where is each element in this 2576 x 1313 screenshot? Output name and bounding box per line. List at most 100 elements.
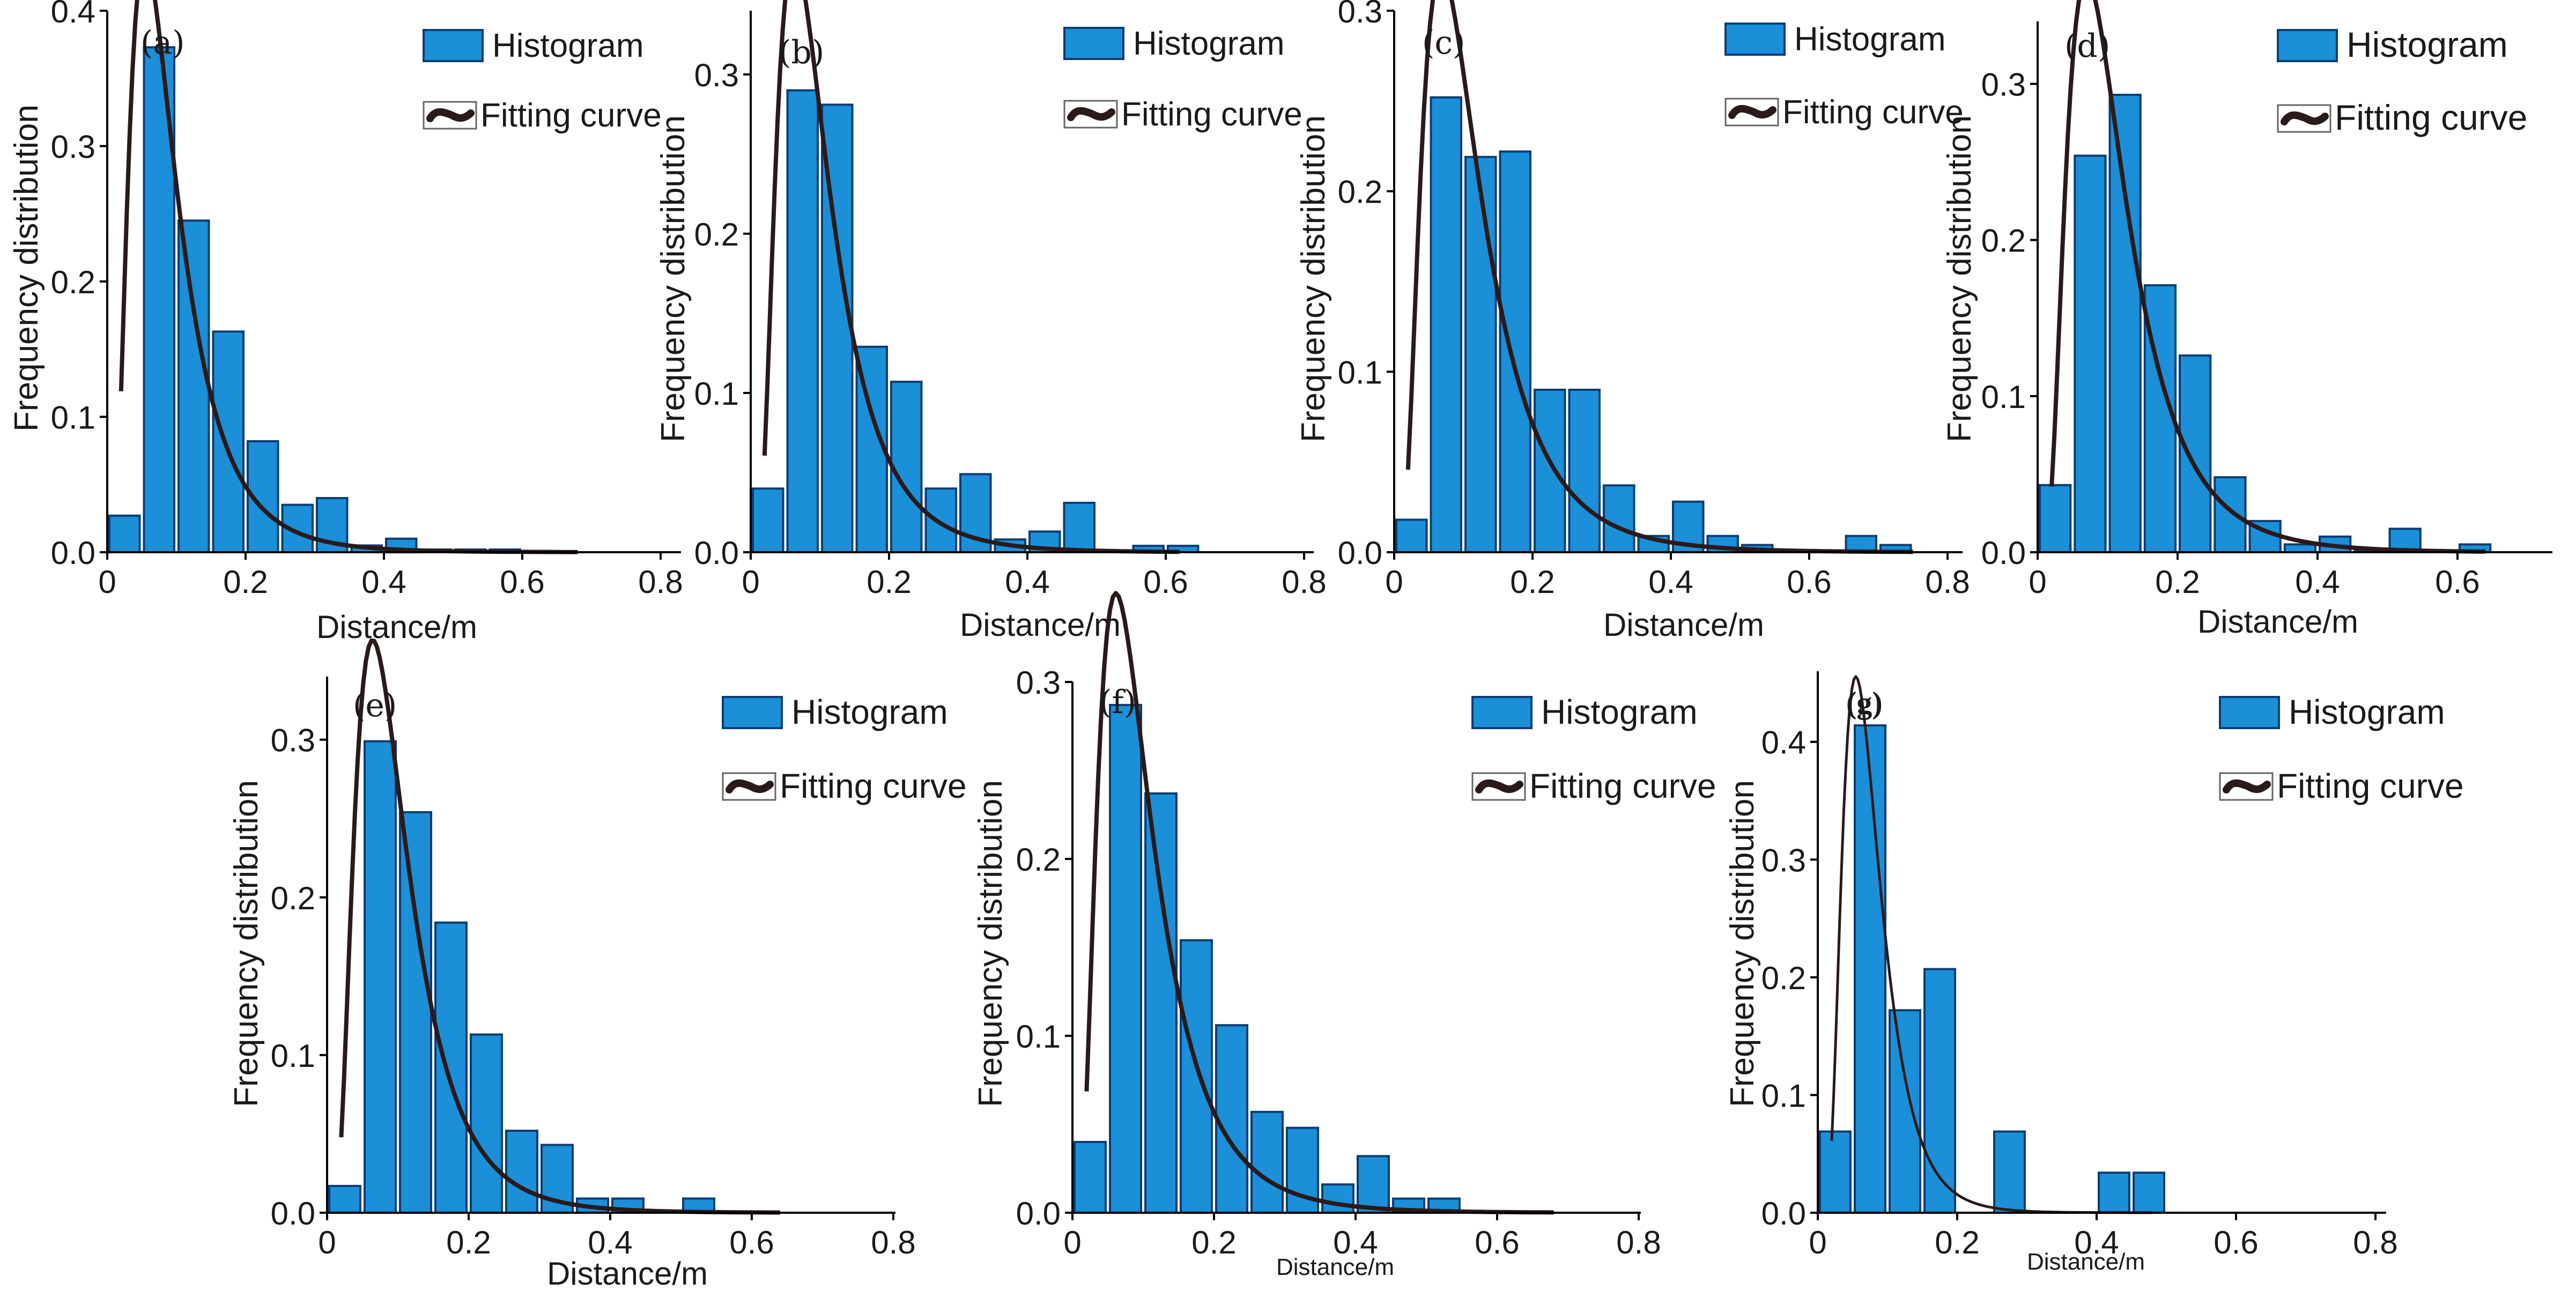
histogram-bar	[2098, 1171, 2130, 1214]
chart-panel-d: 0 0.2 0.4 0.6 0.0 0.1 0.2 0.3 Distance/m Frequenc…	[1941, 0, 2552, 640]
y-tick-label: 0.0	[271, 1196, 315, 1232]
y-tick-label: 0.3	[271, 723, 315, 759]
x-tick-label: 0.2	[1510, 564, 1555, 600]
histogram-bar	[2039, 484, 2072, 553]
panel-label: (g)	[1846, 685, 1883, 720]
histogram-bar	[1568, 389, 1601, 553]
panel-label: (e)	[353, 687, 397, 724]
legend-histogram-swatch	[2277, 29, 2338, 62]
y-tick-label: 0.1	[271, 1038, 315, 1074]
x-tick-label: 0.4	[588, 1225, 632, 1260]
legend-histogram-swatch	[2219, 696, 2280, 729]
y-axis-title: Frequency distribution	[228, 780, 265, 1107]
legend-fitting-label: Fitting curve	[480, 97, 662, 134]
y-tick-label: 0.1	[1016, 1019, 1061, 1055]
y-tick-label: 0.1	[1338, 354, 1382, 390]
x-tick-label: 0	[98, 564, 116, 600]
legend-histogram-swatch	[1063, 27, 1124, 60]
y-tick-label: 0.3	[1338, 0, 1382, 29]
x-tick-label: 0.4	[1005, 564, 1049, 600]
y-tick-label: 0.4	[1761, 725, 1806, 761]
y-axis-title: Frequency distribution	[972, 780, 1009, 1107]
histogram-bar	[1430, 96, 1462, 554]
histogram-bar	[1109, 703, 1142, 1214]
histogram-bar	[924, 487, 957, 554]
y-tick-label: 0.3	[694, 57, 739, 93]
histogram-bar	[505, 1130, 538, 1214]
legend-fitting-label: Fitting curve	[1782, 94, 1964, 131]
panel-label: (d)	[2064, 27, 2110, 65]
y-tick-label: 0.1	[694, 376, 739, 412]
y-axis-title: Frequency distribution	[1724, 780, 1761, 1107]
y-tick-label: 0.0	[51, 535, 95, 571]
x-tick-label: 0.8	[871, 1225, 915, 1260]
histogram-bar	[2074, 154, 2107, 553]
legend-histogram-label: Histogram	[1133, 25, 1285, 62]
legend-histogram-swatch	[423, 29, 484, 62]
legend: Histogram Fitting curve	[722, 693, 967, 805]
x-tick-label: 0	[2029, 564, 2046, 600]
x-tick-label: 0.4	[1648, 564, 1693, 600]
histogram-bar	[2214, 476, 2247, 554]
x-tick-label: 0.6	[1475, 1225, 1519, 1260]
x-tick-label: 0.6	[500, 564, 544, 600]
x-tick-label: 0	[1385, 564, 1403, 600]
y-tick-label: 0.0	[1761, 1196, 1806, 1232]
legend: Histogram Fitting curve	[1471, 693, 1716, 805]
histogram-bar	[177, 219, 210, 553]
x-tick-label: 0.6	[729, 1225, 774, 1260]
x-tick-label: 0	[1809, 1225, 1826, 1260]
y-tick-label: 0.0	[1016, 1196, 1061, 1232]
x-tick-label: 0.8	[2353, 1225, 2397, 1260]
histogram-bar	[2179, 354, 2212, 553]
legend-fitting-label: Fitting curve	[1121, 96, 1302, 133]
y-tick-label: 0.3	[51, 129, 95, 165]
chart-panel-a: 0 0.2 0.4 0.6 0.8 0.0 0.1 0.2 0.3 0.4 Distance/m Fr…	[8, 0, 683, 645]
histogram-bar	[2283, 543, 2317, 554]
panel-label: (f)	[1099, 684, 1136, 721]
y-tick-label: 0.3	[1981, 66, 2026, 102]
y-tick-label: 0.2	[1761, 960, 1806, 996]
histogram-bar	[1180, 939, 1213, 1214]
fitting-curve	[2049, 0, 2486, 554]
legend-histogram-label: Histogram	[1541, 693, 1698, 731]
x-tick-label: 0.2	[2155, 564, 2200, 600]
y-tick-label: 0.0	[1981, 535, 2026, 571]
y-tick-label: 0.3	[1761, 842, 1806, 878]
x-axis-title: Distance/m	[1603, 607, 1764, 643]
histogram-bar	[1923, 968, 1956, 1214]
fitting-curve	[762, 0, 1180, 554]
histogram-bar	[1889, 1009, 1921, 1214]
x-tick-label: 0.4	[2295, 564, 2340, 600]
histogram-bar	[890, 381, 923, 553]
histogram-bar	[786, 89, 819, 553]
x-tick-label: 0.4	[2074, 1225, 2119, 1260]
chart-panel-c: 0 0.2 0.4 0.6 0.8 0.0 0.1 0.2 0.3 Distance/m Frequ…	[1295, 0, 1970, 643]
panel-label: (c)	[1422, 24, 1465, 62]
legend-fitting-curve-icon	[2223, 779, 2271, 793]
histogram-bar	[2108, 93, 2142, 553]
y-axis-title: Frequency distribution	[8, 105, 45, 432]
legend-fitting-label: Fitting curve	[2277, 767, 2464, 805]
chart-panel-f: 0 0.2 0.4 0.6 0.8 0.0 0.1 0.2 0.3 Distance/m Frequ…	[972, 591, 1716, 1280]
x-tick-label: 0.2	[446, 1225, 491, 1260]
legend-histogram-label: Histogram	[2346, 25, 2508, 64]
x-tick-label: 0.6	[1787, 564, 1831, 600]
x-axis-title: Distance/m	[1276, 1254, 1394, 1280]
x-tick-label: 0	[1063, 1225, 1081, 1260]
chart-panel-g: 0 0.2 0.4 0.6 0.80.00.10.20.30.4Distance/mFr…	[1724, 671, 2464, 1275]
histogram-bar	[328, 1185, 361, 1214]
x-axis-title: Distance/m	[316, 609, 477, 645]
legend: Histogram Fitting curve	[2219, 693, 2464, 805]
y-tick-label: 0.2	[51, 264, 95, 300]
legend-fitting-label: Fitting curve	[780, 767, 967, 805]
panel-label: (b)	[779, 34, 824, 71]
x-tick-label: 0.8	[1925, 564, 1970, 600]
y-axis-title: Frequency distribution	[655, 115, 692, 442]
histogram-bar	[1357, 1155, 1390, 1214]
y-tick-label: 0.2	[694, 217, 739, 253]
histogram-bar	[1464, 155, 1497, 553]
x-tick-label: 0.6	[2214, 1225, 2258, 1260]
legend-fitting-label: Fitting curve	[2335, 98, 2527, 137]
